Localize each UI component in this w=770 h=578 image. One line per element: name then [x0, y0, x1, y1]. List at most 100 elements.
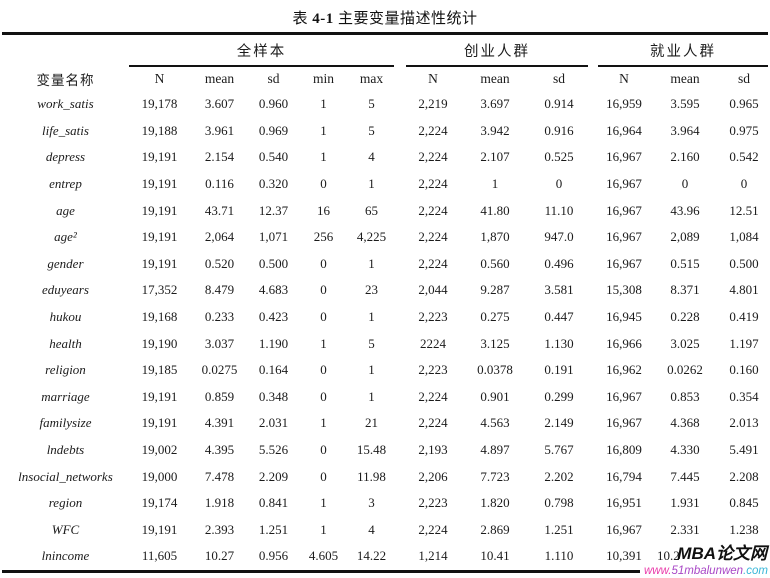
row-spacer	[394, 463, 406, 490]
value-cell: 2.331	[670, 521, 700, 537]
value-cell: 2,206	[418, 468, 448, 484]
value-cell: 12.37	[258, 202, 289, 218]
value-cell: 16,962	[606, 362, 642, 378]
value-cell: 0.975	[729, 122, 759, 138]
row-spacer	[394, 384, 406, 411]
table-row: marriage 19,191 0.859 0.348 0 1 2,224 0.901 0.29…	[2, 384, 768, 411]
value-cell: 0.164	[258, 362, 289, 378]
variable-name-cell: lnincome	[1, 543, 129, 573]
value-cell: 19,000	[141, 468, 178, 484]
value-cell: 0	[320, 255, 327, 271]
column-header-variable-name: 变量名称	[36, 72, 95, 88]
variable-name-cell: entrep	[49, 176, 82, 192]
row-spacer	[588, 357, 598, 384]
value-cell: 1	[368, 388, 375, 404]
value-cell: 16,967	[606, 521, 642, 537]
value-cell: 41.80	[480, 202, 510, 218]
value-cell: 8.479	[204, 282, 235, 298]
table-row: age 19,191 43.71 12.37 16 65 2,224 41.80 11.10 16…	[2, 197, 768, 224]
value-cell: 1	[368, 255, 375, 271]
value-cell: 3.037	[204, 335, 235, 351]
value-cell: 1	[368, 362, 375, 378]
row-spacer	[588, 437, 598, 464]
value-cell: 19,191	[141, 521, 178, 537]
row-spacer	[588, 330, 598, 357]
value-cell: 0.0262	[667, 362, 703, 378]
value-cell: 14.22	[348, 543, 395, 573]
column-header: max	[359, 71, 384, 86]
value-cell: 3.025	[670, 335, 700, 351]
value-cell: 21	[364, 415, 378, 431]
value-cell: 5	[368, 122, 375, 138]
value-cell: 0.956	[248, 543, 298, 573]
value-cell: 1	[320, 495, 327, 511]
value-cell: 16,959	[606, 96, 642, 112]
variable-name-cell: hukou	[49, 309, 82, 325]
table-row: WFC 19,191 2.393 1.251 1 4 2,224 2.869 1.251 16,9…	[2, 517, 768, 544]
value-cell: 3.964	[670, 122, 700, 138]
group-header-empty	[2, 34, 129, 67]
table-row: religion 19,185 0.0275 0.164 0 1 2,223 0.0378 0.…	[2, 357, 768, 384]
value-cell: 2.149	[544, 415, 574, 431]
value-cell: 3.595	[670, 96, 700, 112]
value-cell: 1	[320, 521, 327, 537]
value-cell: 0.965	[729, 96, 759, 112]
row-spacer	[588, 144, 598, 171]
header-spacer	[394, 66, 406, 91]
row-spacer	[394, 197, 406, 224]
value-cell: 0	[320, 282, 327, 298]
value-cell: 2,224	[418, 149, 448, 165]
value-cell: 5	[368, 335, 375, 351]
value-cell: 23	[364, 282, 378, 298]
value-cell: 4.330	[670, 442, 700, 458]
value-cell: 0	[320, 468, 327, 484]
value-cell: 16,809	[606, 442, 642, 458]
value-cell: 3.581	[544, 282, 574, 298]
row-spacer	[394, 118, 406, 145]
group-spacer	[588, 34, 598, 67]
value-cell: 2,064	[204, 229, 235, 245]
row-spacer	[588, 171, 598, 198]
value-cell: 2.869	[480, 521, 510, 537]
table-row: entrep 19,191 0.116 0.320 0 1 2,224 1 0 16,967 0 0	[2, 171, 768, 198]
value-cell: 10.27	[189, 543, 249, 573]
value-cell: 0.901	[480, 388, 510, 404]
value-cell: 0.348	[258, 388, 289, 404]
value-cell: 2,224	[418, 202, 448, 218]
value-cell: 0.540	[258, 149, 289, 165]
value-cell: 2,223	[418, 362, 448, 378]
value-cell: 3.607	[204, 96, 235, 112]
variable-name-cell: depress	[45, 149, 86, 165]
value-cell: 2.160	[670, 149, 700, 165]
value-cell: 19,174	[141, 495, 178, 511]
value-cell: 2,224	[418, 388, 448, 404]
variable-name-cell: marriage	[41, 388, 90, 404]
value-cell: 2,223	[418, 309, 448, 325]
value-cell: 0.520	[204, 255, 235, 271]
value-cell: 7.478	[204, 468, 235, 484]
column-header: mean	[670, 71, 700, 86]
table-row: age² 19,191 2,064 1,071 256 4,225 2,224 1,870 94…	[2, 224, 768, 251]
value-cell: 16,967	[606, 255, 642, 271]
value-cell: 0.798	[544, 495, 574, 511]
value-cell: 0	[740, 176, 748, 192]
variable-name-cell: age	[56, 202, 75, 218]
variable-name-cell: lndebts	[46, 442, 85, 458]
value-cell: 65	[364, 202, 378, 218]
value-cell: 0.496	[544, 255, 574, 271]
variable-name-cell: eduyears	[42, 282, 89, 298]
row-spacer	[588, 517, 598, 544]
group-header-employed: 就业人群	[598, 33, 769, 67]
value-cell: 0.515	[670, 255, 700, 271]
value-cell: 19,191	[141, 149, 178, 165]
value-cell: 0.525	[544, 149, 574, 165]
group-header-row: 全样本 创业人群 就业人群	[2, 33, 769, 67]
value-cell: 16,964	[606, 122, 642, 138]
value-cell: 19,191	[141, 229, 178, 245]
column-header: N	[428, 71, 438, 86]
value-cell: 2,219	[418, 96, 448, 112]
value-cell: 1.251	[544, 521, 574, 537]
value-cell: 4	[368, 521, 375, 537]
value-cell: 1	[491, 176, 499, 192]
table-row: gender 19,191 0.520 0.500 0 1 2,224 0.560 0.496 1…	[2, 251, 768, 278]
